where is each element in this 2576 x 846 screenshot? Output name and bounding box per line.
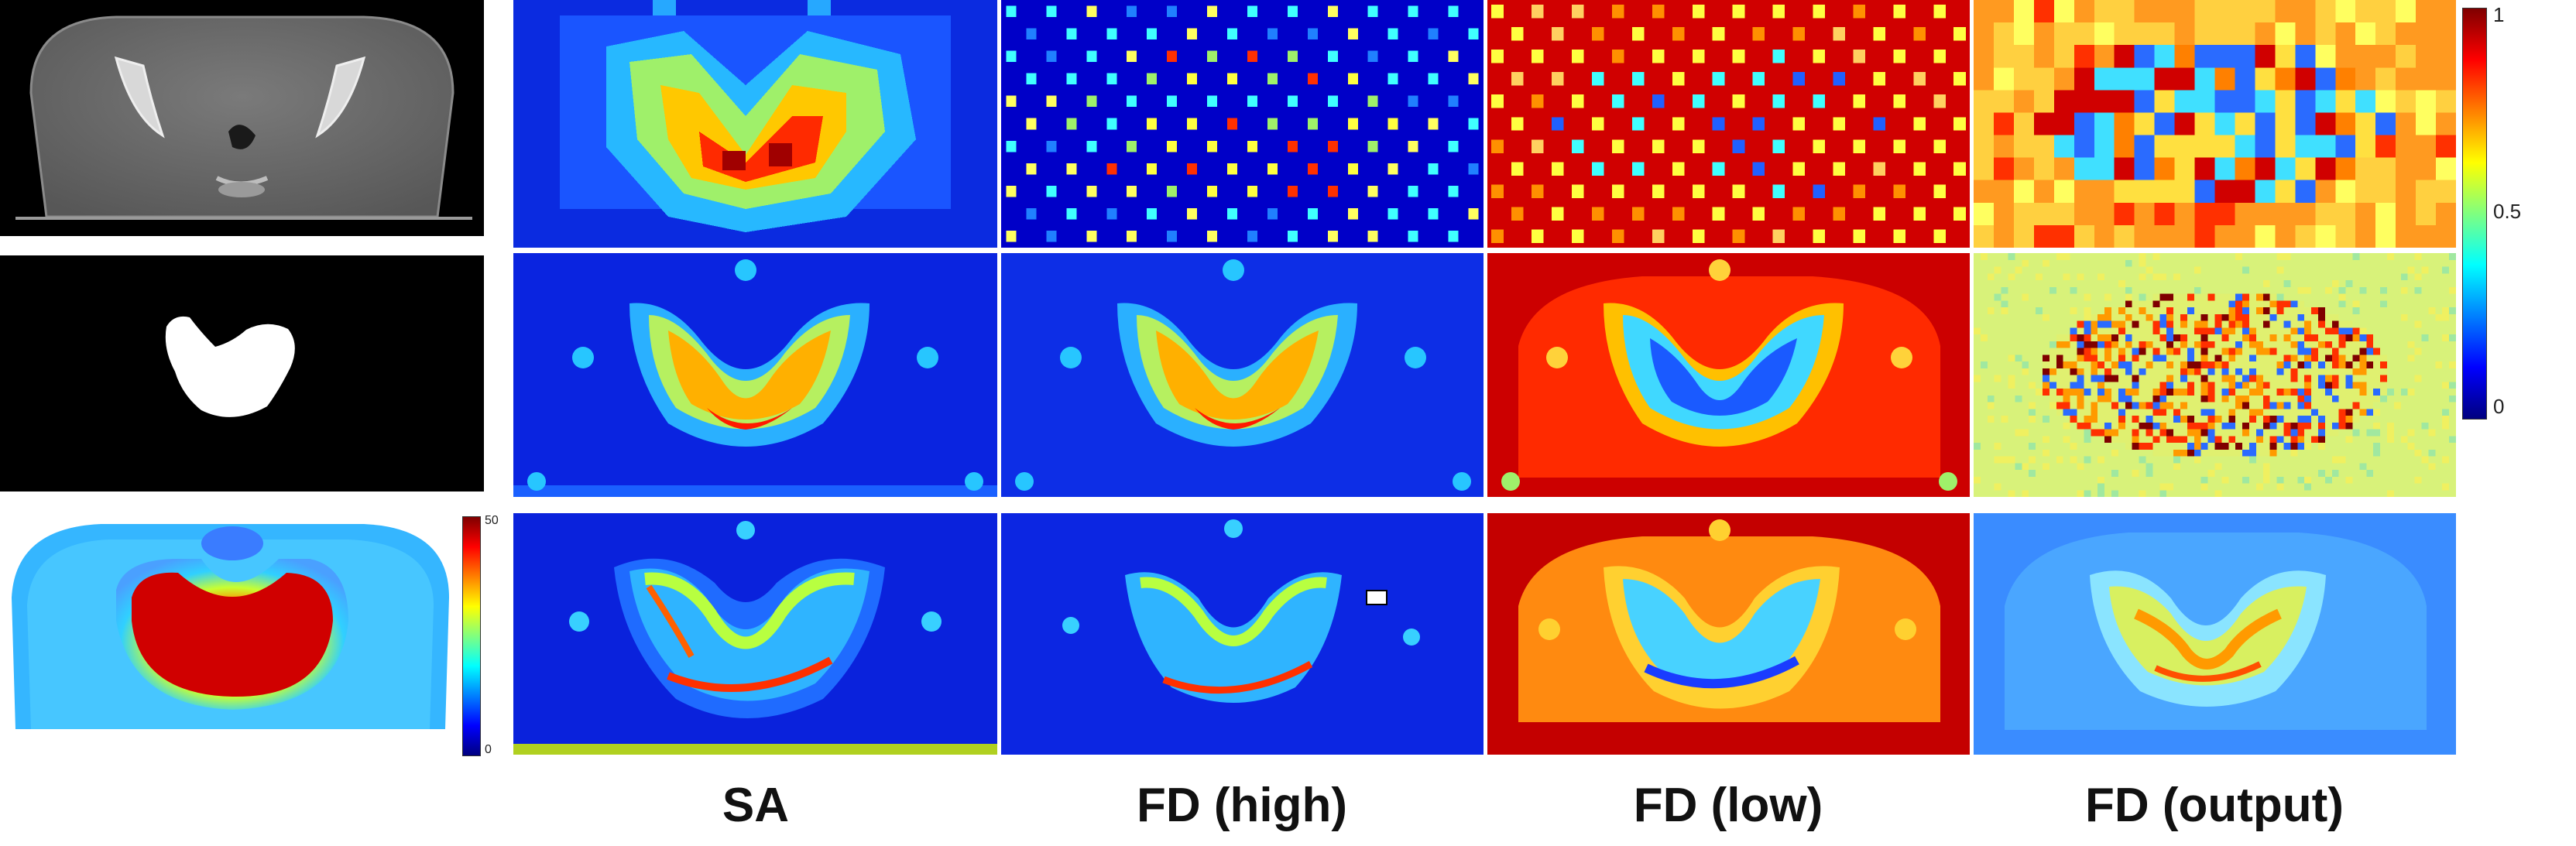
fd-low-row3-panel: [1487, 513, 1970, 755]
column-label-sa: SA: [722, 779, 790, 832]
fd-output-row1-panel: [1974, 0, 2456, 248]
main-colorbar-tick-min: 0: [2493, 395, 2505, 418]
fd-high-row3-panel: [1001, 513, 1484, 755]
fd-high-row2-panel: [1001, 253, 1484, 497]
fd-low-row1-panel: [1487, 0, 1970, 248]
dose-colorbar-tick-min: 0: [485, 743, 492, 756]
tumor-mask-panel: [0, 255, 484, 492]
column-label-fd-high: FD (high): [1136, 779, 1347, 832]
main-colorbar: [2462, 8, 2487, 420]
sa-row1-panel: [513, 0, 997, 248]
fd-output-row3-panel: [1974, 513, 2456, 755]
sa-row3-panel: [513, 513, 997, 755]
dose-colorbar-tick-max: 50: [485, 514, 499, 527]
sa-row2-panel: [513, 253, 997, 497]
main-colorbar-tick-mid: 0.5: [2493, 200, 2522, 223]
fd-high-row1-panel: [1001, 0, 1484, 248]
main-colorbar-tick-max: 1: [2493, 3, 2505, 26]
column-label-fd-output: FD (output): [2085, 779, 2344, 832]
dose-colorbar: [462, 516, 481, 756]
fd-low-row2-panel: [1487, 253, 1970, 497]
fd-output-row2-panel: [1974, 253, 2456, 497]
ct-slice-panel: [0, 0, 484, 236]
dose-map-panel: [0, 512, 457, 759]
column-label-fd-low: FD (low): [1633, 779, 1823, 832]
